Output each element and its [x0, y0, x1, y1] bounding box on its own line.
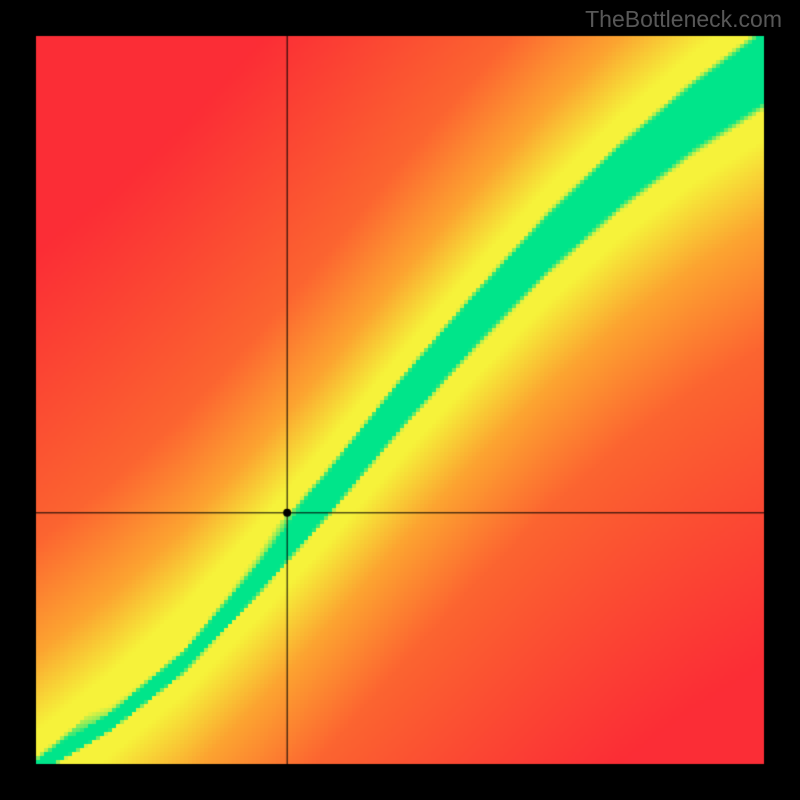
bottleneck-heatmap [0, 0, 800, 800]
chart-container: TheBottleneck.com [0, 0, 800, 800]
watermark-text: TheBottleneck.com [585, 6, 782, 33]
